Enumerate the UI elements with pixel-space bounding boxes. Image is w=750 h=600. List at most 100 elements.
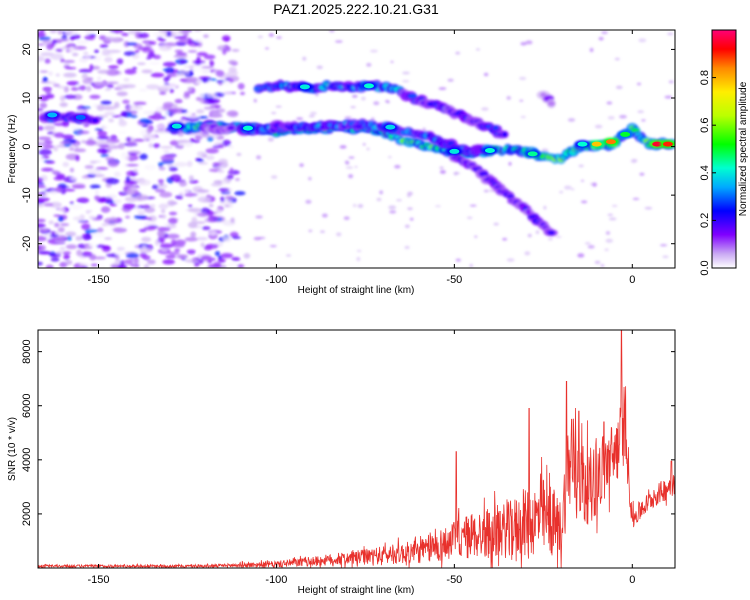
noise-speckle <box>502 237 508 241</box>
noise-speckle <box>231 236 242 240</box>
noise-speckle <box>150 72 165 78</box>
noise-speckle <box>535 230 540 235</box>
noise-speckle <box>84 35 96 41</box>
noise-speckle <box>104 36 116 41</box>
noise-speckle <box>158 85 172 90</box>
x-tick-label: -50 <box>446 574 462 586</box>
feature-core <box>242 125 253 131</box>
noise-speckle <box>205 243 219 249</box>
noise-speckle <box>168 211 178 216</box>
noise-speckle <box>235 178 240 182</box>
noise-speckle <box>50 190 58 195</box>
noise-speckle <box>63 72 77 78</box>
spectrogram-frame <box>37 29 676 269</box>
noise-speckle <box>146 84 160 90</box>
snr-frame <box>37 329 676 569</box>
noise-speckle <box>54 186 62 193</box>
noise-speckle <box>72 185 86 189</box>
noise-speckle <box>366 62 372 67</box>
noise-speckle <box>188 204 193 208</box>
noise-speckle <box>123 51 136 56</box>
noise-speckle <box>117 264 128 268</box>
noise-speckle <box>527 233 532 238</box>
noise-speckle <box>188 175 194 181</box>
noise-speckle <box>39 94 49 102</box>
noise-speckle <box>114 259 122 265</box>
noise-speckle <box>144 164 157 171</box>
noise-speckle <box>75 154 80 162</box>
noise-speckle <box>87 168 102 175</box>
noise-speckle <box>190 231 197 238</box>
noise-speckle <box>59 141 71 145</box>
noise-speckle <box>255 155 262 160</box>
noise-speckle <box>45 264 54 268</box>
noise-speckle <box>126 137 131 142</box>
noise-speckle <box>336 232 342 237</box>
noise-speckle <box>126 188 135 196</box>
noise-speckle <box>118 117 125 123</box>
noise-speckle <box>615 85 623 90</box>
noise-speckle <box>173 162 188 167</box>
noise-speckle <box>211 111 222 118</box>
noise-speckle <box>206 194 211 198</box>
noise-speckle <box>271 111 277 115</box>
noise-speckle <box>184 237 198 242</box>
noise-speckle <box>243 253 251 259</box>
noise-speckle <box>439 169 446 174</box>
feature-core <box>47 112 58 118</box>
noise-speckle <box>38 185 47 189</box>
noise-speckle <box>475 48 481 51</box>
noise-speckle <box>352 203 357 208</box>
noise-speckle <box>194 59 202 66</box>
noise-speckle <box>46 43 54 50</box>
colorbar-tick-label: 0.4 <box>699 165 711 180</box>
noise-speckle <box>152 31 167 37</box>
noise-speckle <box>157 237 165 244</box>
noise-speckle <box>234 191 246 196</box>
noise-speckle <box>97 69 110 74</box>
noise-speckle <box>207 263 222 268</box>
noise-speckle <box>605 231 611 235</box>
noise-speckle <box>176 52 188 56</box>
noise-speckle <box>98 144 110 148</box>
noise-speckle <box>38 177 44 183</box>
noise-speckle <box>154 188 166 193</box>
noise-speckle <box>82 78 93 85</box>
x-tick-label: -150 <box>87 574 109 586</box>
track-blob <box>227 125 235 131</box>
noise-speckle <box>404 246 410 249</box>
noise-speckle <box>159 91 167 95</box>
noise-speckle <box>38 203 45 208</box>
noise-speckle <box>662 255 669 258</box>
noise-speckle <box>196 212 209 217</box>
noise-speckle <box>57 207 66 213</box>
snr-panel: -150 -100 -50 0 2000 4000 6000 8000 Height of … <box>7 329 676 596</box>
noise-speckle <box>38 218 46 223</box>
noise-speckle <box>644 206 653 210</box>
noise-speckle <box>143 226 157 231</box>
spectrogram-track <box>396 87 509 139</box>
noise-speckle <box>43 81 57 85</box>
noise-speckle <box>218 143 224 148</box>
y-tick-label: -10 <box>21 187 33 203</box>
noise-speckle <box>316 65 323 70</box>
noise-speckle <box>220 252 234 259</box>
noise-speckle <box>138 88 148 92</box>
noise-speckle <box>50 253 62 258</box>
noise-speckle <box>123 77 130 82</box>
noise-speckle <box>228 145 234 149</box>
noise-speckle <box>143 110 156 115</box>
noise-speckle <box>667 32 674 35</box>
noise-speckle <box>125 176 131 183</box>
noise-speckle <box>161 214 167 219</box>
noise-speckle <box>134 214 147 220</box>
noise-speckle <box>407 207 413 211</box>
noise-speckle <box>118 130 127 135</box>
noise-speckle <box>124 196 139 202</box>
noise-speckle <box>38 223 46 228</box>
noise-speckle <box>257 35 264 39</box>
noise-speckle <box>85 139 97 146</box>
noise-speckle <box>519 76 527 81</box>
track-blob <box>92 118 99 123</box>
noise-speckle <box>205 155 215 161</box>
